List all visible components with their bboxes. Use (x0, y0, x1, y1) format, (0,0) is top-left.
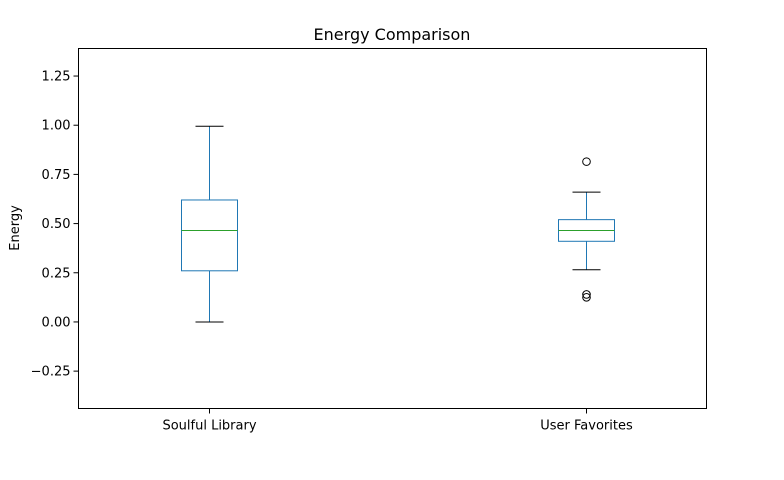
y-tick-label: 0.25 (42, 266, 71, 281)
y-axis-label: Energy (8, 205, 23, 251)
y-tick-label: 0.00 (42, 315, 71, 330)
y-axis-ticks: −0.25 0.00 0.25 0.50 0.75 1.00 1.25 (31, 70, 79, 380)
boxes-layer (181, 125, 615, 323)
y-tick-label: 0.75 (42, 168, 71, 183)
y-tick-label: 1.00 (42, 119, 71, 134)
iqr-box (181, 199, 238, 272)
y-tick-label: 1.25 (42, 70, 71, 85)
x-tick-label: Soulful Library (162, 419, 256, 434)
y-tick-label: 0.50 (42, 217, 71, 232)
x-tick-label: User Favorites (540, 419, 633, 434)
outlier-point (582, 290, 591, 299)
x-axis-ticks: Soulful Library User Favorites (162, 408, 633, 434)
box-group (181, 125, 238, 323)
box-group (558, 157, 615, 302)
y-tick-label: −0.25 (31, 365, 71, 380)
outlier-point (582, 157, 591, 166)
plot-frame (78, 48, 707, 409)
chart-title: Energy Comparison (314, 25, 471, 44)
outlier-point (582, 293, 591, 302)
